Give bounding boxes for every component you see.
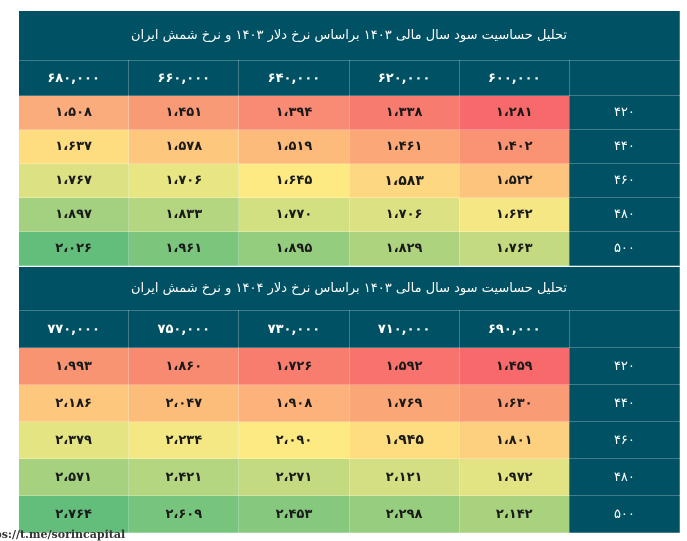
- value-cell: ۲،۲۹۸: [348, 495, 460, 533]
- value-cell: ۱،۸۲۹: [348, 231, 460, 266]
- value-cell: ۲،۱۸۶: [17, 384, 130, 422]
- column-header: ۶۲۰,۰۰۰: [348, 60, 460, 96]
- value-cell: ۲،۰۴۷: [128, 384, 240, 422]
- value-cell: ۲،۳۷۹: [17, 421, 130, 459]
- row-label: ۴۲۰: [568, 95, 681, 130]
- value-cell: ۱،۷۰۶: [128, 163, 240, 198]
- row-label: ۴۶۰: [568, 163, 681, 198]
- column-header: ۶۰۰,۰۰۰: [458, 60, 570, 96]
- value-cell: ۲،۰۹۰: [238, 421, 350, 459]
- row-label: ۴۲۰: [568, 347, 681, 385]
- column-header: ۶۴۰,۰۰۰: [238, 60, 350, 96]
- value-cell: ۱،۷۶۳: [458, 231, 570, 266]
- value-cell: ۲،۲۷۱: [238, 458, 350, 496]
- row-label: ۵۰۰: [568, 495, 681, 533]
- table-row: ۴۶۰ ۱،۸۰۱ ۱،۹۴۵ ۲،۰۹۰ ۲،۲۳۴ ۲،۳۷۹: [17, 421, 681, 459]
- value-cell: ۲،۷۶۴: [17, 495, 130, 533]
- value-cell: ۱،۸۹۷: [17, 197, 130, 232]
- row-label: ۴۶۰: [568, 421, 681, 459]
- value-cell: ۱،۷۲۶: [238, 347, 350, 385]
- value-cell: ۱،۸۹۵: [238, 231, 350, 266]
- value-cell: ۲،۵۷۱: [17, 458, 130, 496]
- row-label: ۴۸۰: [568, 458, 681, 496]
- value-cell: ۱،۷۶۷: [17, 163, 130, 198]
- corner-cell: [568, 60, 681, 96]
- value-cell: ۱،۶۴۵: [238, 163, 350, 198]
- row-label: ۴۴۰: [568, 129, 681, 164]
- column-header: ۷۷۰,۰۰۰: [17, 310, 130, 348]
- value-cell: ۲،۴۲۱: [128, 458, 240, 496]
- value-cell: ۱،۳۳۸: [348, 95, 460, 130]
- column-header: ۶۶۰,۰۰۰: [128, 60, 240, 96]
- row-label: ۴۸۰: [568, 197, 681, 232]
- value-cell: ۱،۵۸۳: [348, 163, 460, 198]
- value-cell: ۱،۸۳۳: [128, 197, 240, 232]
- table-row: ۵۰۰ ۱،۷۶۳ ۱،۸۲۹ ۱،۸۹۵ ۱،۹۶۱ ۲،۰۲۶: [17, 231, 681, 266]
- table-row: ۴۸۰ ۱،۹۷۲ ۲،۱۲۱ ۲،۲۷۱ ۲،۴۲۱ ۲،۵۷۱: [17, 458, 681, 496]
- value-cell: ۱،۴۵۱: [128, 95, 240, 130]
- table-row: ۴۴۰ ۱،۴۰۲ ۱،۴۶۱ ۱،۵۱۹ ۱،۵۷۸ ۱،۶۳۷: [17, 129, 681, 164]
- sensitivity-table-1404: تحلیل حساسیت سود سال مالی ۱۴۰۳ براساس نر…: [17, 266, 681, 533]
- value-cell: ۱،۶۳۰: [458, 384, 570, 422]
- value-cell: ۱،۷۰۶: [348, 197, 460, 232]
- value-cell: ۲،۱۲۱: [348, 458, 460, 496]
- table-row: ۴۴۰ ۱،۶۳۰ ۱،۷۶۹ ۱،۹۰۸ ۲،۰۴۷ ۲،۱۸۶: [17, 384, 681, 422]
- value-cell: ۱،۹۷۲: [458, 458, 570, 496]
- table-row: ۴۲۰ ۱،۲۸۱ ۱،۳۳۸ ۱،۳۹۴ ۱،۴۵۱ ۱،۵۰۸: [17, 95, 681, 130]
- table-title: تحلیل حساسیت سود سال مالی ۱۴۰۳ براساس نر…: [18, 266, 680, 311]
- value-cell: ۲،۰۲۶: [17, 231, 130, 266]
- source-link[interactable]: ps://t.me/sorincapital: [0, 528, 126, 541]
- column-header: ۶۸۰,۰۰۰: [17, 60, 130, 96]
- table-title: تحلیل حساسیت سود سال مالی ۱۴۰۳ براساس نر…: [18, 10, 680, 61]
- value-cell: ۲،۶۰۹: [128, 495, 240, 533]
- value-cell: ۱،۶۴۲: [458, 197, 570, 232]
- column-header: ۷۵۰,۰۰۰: [128, 310, 240, 348]
- header-row: ۶۰۰,۰۰۰ ۶۲۰,۰۰۰ ۶۴۰,۰۰۰ ۶۶۰,۰۰۰ ۶۸۰,۰۰۰: [17, 60, 681, 96]
- value-cell: ۲،۴۵۳: [238, 495, 350, 533]
- value-cell: ۱،۹۴۵: [348, 421, 460, 459]
- column-header: ۷۳۰,۰۰۰: [238, 310, 350, 348]
- table-row: ۵۰۰ ۲،۱۴۲ ۲،۲۹۸ ۲،۴۵۳ ۲،۶۰۹ ۲،۷۶۴: [17, 495, 681, 533]
- value-cell: ۱،۷۶۹: [348, 384, 460, 422]
- column-header: ۶۹۰,۰۰۰: [458, 310, 570, 348]
- title-row: تحلیل حساسیت سود سال مالی ۱۴۰۳ براساس نر…: [18, 266, 680, 311]
- title-row: تحلیل حساسیت سود سال مالی ۱۴۰۳ براساس نر…: [18, 10, 680, 61]
- value-cell: ۱،۴۰۲: [458, 129, 570, 164]
- header-row: ۶۹۰,۰۰۰ ۷۱۰,۰۰۰ ۷۳۰,۰۰۰ ۷۵۰,۰۰۰ ۷۷۰,۰۰۰: [17, 310, 681, 348]
- table-row: ۴۶۰ ۱،۵۲۲ ۱،۵۸۳ ۱،۶۴۵ ۱،۷۰۶ ۱،۷۶۷: [17, 163, 681, 198]
- value-cell: ۱،۷۷۰: [238, 197, 350, 232]
- corner-cell: [568, 310, 681, 348]
- value-cell: ۲،۱۴۲: [458, 495, 570, 533]
- value-cell: ۱،۶۳۷: [17, 129, 130, 164]
- table-row: ۴۲۰ ۱،۴۵۹ ۱،۵۹۲ ۱،۷۲۶ ۱،۸۶۰ ۱،۹۹۳: [17, 347, 681, 385]
- value-cell: ۱،۴۵۹: [458, 347, 570, 385]
- row-label: ۵۰۰: [568, 231, 681, 266]
- row-label: ۴۴۰: [568, 384, 681, 422]
- value-cell: ۱،۳۹۴: [238, 95, 350, 130]
- value-cell: ۱،۵۱۹: [238, 129, 350, 164]
- value-cell: ۱،۸۰۱: [458, 421, 570, 459]
- value-cell: ۱،۵۹۲: [348, 347, 460, 385]
- value-cell: ۱،۹۶۱: [128, 231, 240, 266]
- sensitivity-table-1403: تحلیل حساسیت سود سال مالی ۱۴۰۳ براساس نر…: [17, 10, 681, 266]
- value-cell: ۱،۸۶۰: [128, 347, 240, 385]
- value-cell: ۱،۵۰۸: [17, 95, 130, 130]
- value-cell: ۱،۹۰۸: [238, 384, 350, 422]
- table-row: ۴۸۰ ۱،۶۴۲ ۱،۷۰۶ ۱،۷۷۰ ۱،۸۳۳ ۱،۸۹۷: [17, 197, 681, 232]
- value-cell: ۱،۵۲۲: [458, 163, 570, 198]
- column-header: ۷۱۰,۰۰۰: [348, 310, 460, 348]
- value-cell: ۱،۹۹۳: [17, 347, 130, 385]
- value-cell: ۱،۴۶۱: [348, 129, 460, 164]
- value-cell: ۲،۲۳۴: [128, 421, 240, 459]
- value-cell: ۱،۵۷۸: [128, 129, 240, 164]
- value-cell: ۱،۲۸۱: [458, 95, 570, 130]
